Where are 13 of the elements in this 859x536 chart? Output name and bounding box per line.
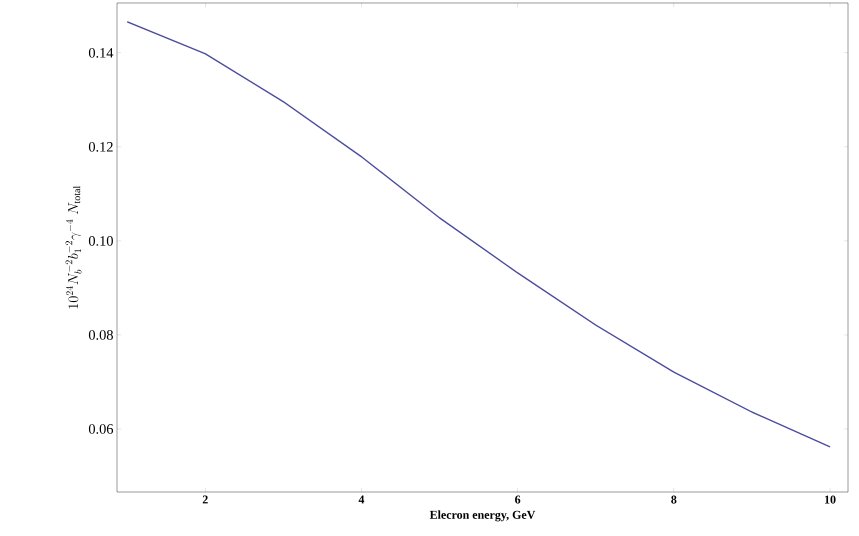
y-tick-label: 0.14 [88, 48, 114, 58]
x-axis-title: Elecron energy, GeV [430, 510, 536, 522]
y-tick-label: 0.08 [88, 330, 113, 340]
x-tick-label: 2 [202, 496, 208, 504]
y-axis-title: $10^{24}N_b^{-2}b_1^{-2}\gamma^{-4}\;N_{\mathrm{total}}$ [66, 186, 82, 308]
x-tick-label: 10 [825, 496, 836, 504]
y-tick-label: 0.10 [88, 236, 113, 246]
y-tick-label: 0.12 [88, 142, 113, 152]
x-tick-label: 8 [671, 496, 676, 504]
line-series [126, 21, 831, 448]
x-tick-label: 4 [358, 496, 364, 504]
y-tick-label: 0.06 [88, 424, 114, 434]
x-tick-label: 6 [515, 496, 520, 504]
